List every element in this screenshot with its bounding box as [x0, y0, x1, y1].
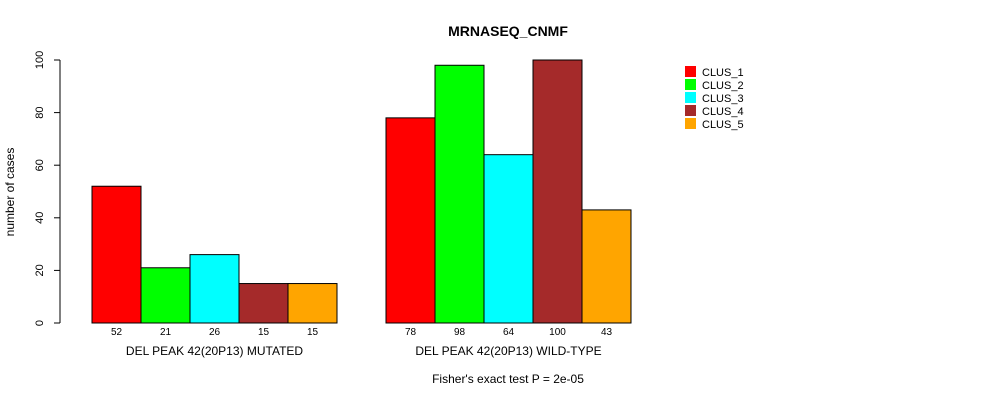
bar-value-label: 98	[454, 327, 466, 338]
group-label: DEL PEAK 42(20P13) MUTATED	[126, 344, 304, 358]
bar-labels: 52 21 26 15 15 78 98 64 100 43	[111, 327, 613, 338]
y-tick-label: 20	[34, 264, 46, 276]
bar-value-label: 26	[209, 327, 221, 338]
bar-clus-4-group-2	[532, 59, 583, 324]
y-axis-label: number of cases	[3, 148, 17, 237]
legend-swatch	[685, 92, 696, 103]
bar-clus-2-group-2	[434, 64, 485, 324]
bar-value-label: 15	[258, 327, 270, 338]
y-axis: 0 20 40 60 80 100	[34, 51, 61, 326]
bar-clus-5-group-2	[581, 209, 632, 324]
bar-value-label: 100	[549, 327, 566, 338]
bar-value-label: 78	[405, 327, 417, 338]
bar-value-label: 43	[601, 327, 613, 338]
bar-value-label: 21	[160, 327, 172, 338]
bar-clus-2-group-1	[140, 267, 191, 324]
legend-swatch	[685, 79, 696, 90]
bar-value-label: 64	[503, 327, 515, 338]
bar-clus-4-group-1	[238, 283, 289, 324]
bar-clus-5-group-1	[287, 283, 338, 324]
legend-swatch	[685, 105, 696, 116]
legend-label: CLUS_5	[702, 119, 744, 131]
bar-value-label: 15	[307, 327, 319, 338]
y-tick-label: 40	[34, 212, 46, 224]
bars	[91, 59, 632, 324]
legend-swatch	[685, 66, 696, 77]
group-labels: DEL PEAK 42(20P13) MUTATED DEL PEAK 42(20…	[126, 344, 602, 358]
legend-label: CLUS_1	[702, 67, 744, 79]
bar-clus-1-group-2	[385, 117, 436, 324]
legend-label: CLUS_3	[702, 93, 744, 105]
bar-clus-1-group-1	[91, 185, 142, 324]
bar-value-label: 52	[111, 327, 123, 338]
y-tick-label: 100	[34, 51, 46, 69]
group-label: DEL PEAK 42(20P13) WILD-TYPE	[415, 344, 601, 358]
y-tick-label: 60	[34, 159, 46, 171]
bar-clus-3-group-1	[189, 254, 240, 324]
legend-label: CLUS_4	[702, 106, 744, 118]
y-tick-label: 0	[34, 320, 46, 326]
legend-swatch	[685, 118, 696, 129]
fisher-test-annotation: Fisher's exact test P = 2e-05	[432, 372, 584, 386]
legend-label: CLUS_2	[702, 80, 744, 92]
bar-clus-3-group-2	[483, 154, 534, 324]
chart-title: MRNASEQ_CNMF	[448, 23, 568, 39]
y-tick-label: 80	[34, 106, 46, 118]
